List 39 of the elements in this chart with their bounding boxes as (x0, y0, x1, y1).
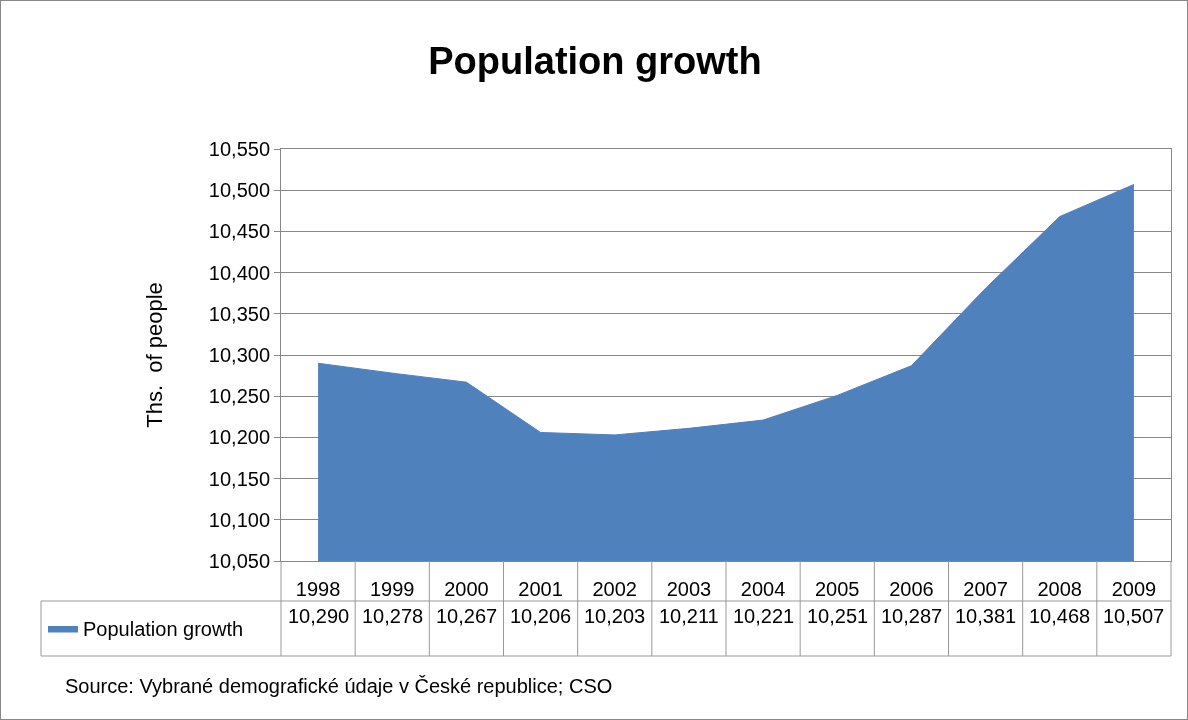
text: 10,211 (659, 605, 719, 627)
text: 10,203 (584, 605, 646, 627)
x-tick-label: 1999 (370, 578, 415, 600)
y-axis-title: Ths. of people (141, 282, 167, 428)
text: 10,278 (362, 605, 424, 627)
x-tick-label: 2007 (963, 578, 1008, 600)
x-tick-label: 2002 (592, 578, 637, 600)
text: 10,267 (436, 605, 498, 627)
y-tick-label: 10,150 (208, 467, 270, 490)
legend-label: Population growth (83, 618, 244, 641)
y-tick-label: 10,500 (208, 179, 270, 202)
text: 10,287 (881, 605, 943, 627)
x-tick-label: 2005 (815, 578, 860, 600)
x-tick-label: 1998 (295, 578, 341, 600)
x-tick-label: 2006 (889, 578, 934, 600)
y-tick-label: 10,050 (208, 550, 270, 572)
y-tick-label: 10,300 (208, 344, 270, 366)
text: 10,290 (288, 605, 350, 627)
text: 10,206 (510, 605, 572, 627)
x-tick-label: 2004 (740, 578, 786, 600)
x-tick-label: 2001 (518, 578, 563, 600)
text: 10,251 (807, 605, 869, 627)
source-note: Source: Vybrané demografické údaje v České republice; CSO (65, 675, 613, 697)
text: 10,221 (733, 605, 795, 627)
y-tick-label: 10,100 (208, 508, 270, 531)
text: 10,381 (955, 605, 1017, 627)
y-tick-label: 10,450 (208, 220, 270, 243)
y-tick-label: 10,400 (208, 261, 270, 284)
x-tick-label: 2008 (1037, 578, 1082, 600)
text: 10,507 (1103, 605, 1165, 627)
y-tick-label: 10,350 (208, 302, 270, 325)
x-tick-label: 2000 (444, 578, 489, 600)
y-tick-label: 10,550 (208, 138, 270, 160)
chart-title: Population growth (428, 40, 762, 83)
y-tick-label: 10,200 (208, 426, 270, 449)
x-tick-label: 2003 (666, 578, 712, 600)
x-tick-label: 2009 (1111, 578, 1157, 600)
text: 10,468 (1029, 605, 1091, 627)
y-tick-label: 10,250 (208, 385, 270, 408)
